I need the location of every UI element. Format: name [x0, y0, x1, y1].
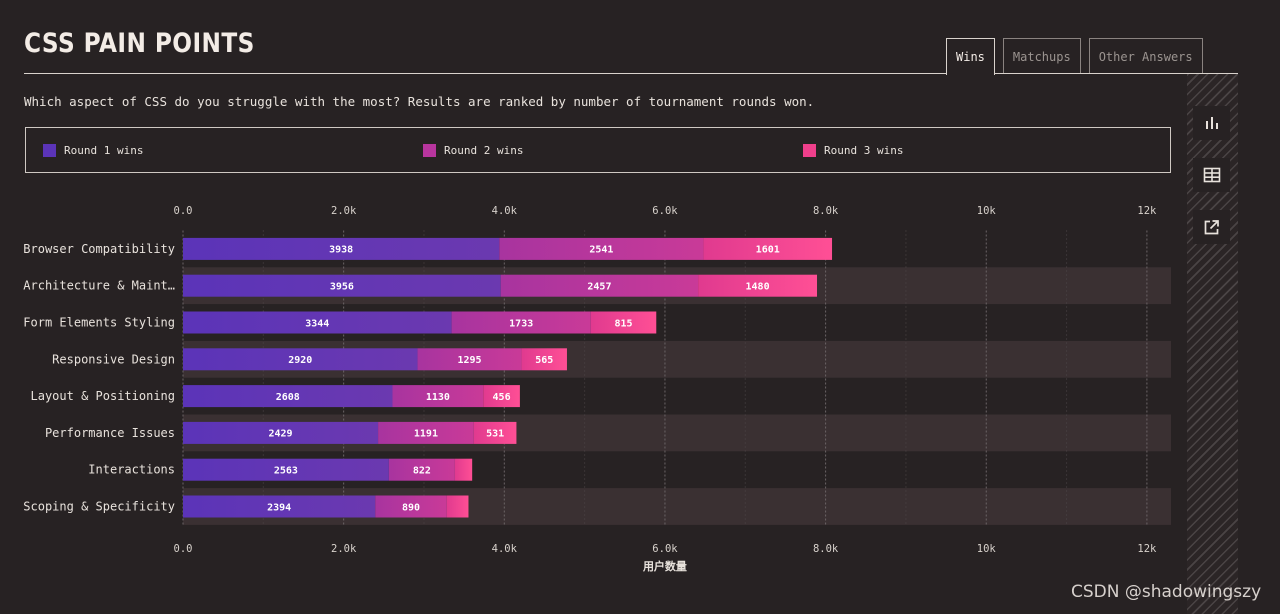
legend-swatch-round-1	[43, 144, 56, 157]
bar-value-label: 456	[493, 392, 511, 403]
category-label-performance-issues: Performance Issues	[45, 426, 175, 440]
bar-value-label: 531	[486, 429, 504, 440]
bar-value-label: 1601	[756, 245, 780, 256]
chart-view-button[interactable]	[1193, 106, 1230, 140]
bar-form-elements-styling-round-3	[590, 311, 657, 334]
watermark: CSDN @shadowingszy	[1071, 582, 1262, 602]
x-tick-label: 8.0k	[813, 205, 839, 217]
legend-item-round-3[interactable]: Round 3 wins	[803, 144, 903, 157]
table-view-button[interactable]	[1193, 158, 1230, 192]
bar-scoping-specificity-round-2	[375, 495, 447, 518]
x-tick-label: 4.0k	[492, 543, 518, 555]
bar-interactions-round-1	[183, 458, 389, 481]
header-divider	[24, 73, 1238, 74]
x-tick-label: 2.0k	[331, 205, 357, 217]
external-link-icon	[1204, 219, 1219, 234]
bar-performance-issues-round-2	[378, 421, 474, 444]
bar-browser-compatibility-round-2	[499, 237, 704, 260]
legend-label-round-1: Round 1 wins	[64, 144, 144, 157]
bar-value-label: 2563	[274, 466, 298, 477]
bar-value-label: 3344	[305, 318, 329, 329]
x-tick-label: 2.0k	[331, 543, 357, 555]
category-label-browser-compatibility: Browser Compatibility	[23, 242, 175, 256]
bar-value-label: 822	[413, 466, 431, 477]
legend-swatch-round-3	[803, 144, 816, 157]
category-label-layout-positioning: Layout & Positioning	[31, 389, 176, 403]
bar-browser-compatibility-round-1	[183, 237, 500, 260]
bar-value-label: 2608	[276, 392, 300, 403]
tab-other-answers[interactable]: Other Answers	[1088, 38, 1203, 74]
x-tick-label: 12k	[1137, 205, 1157, 217]
x-tick-label: 0.0	[174, 205, 193, 217]
bar-interactions-round-3	[454, 458, 473, 481]
x-tick-label: 10k	[977, 205, 997, 217]
bar-responsive-design-round-1	[183, 348, 418, 371]
legend-swatch-round-2	[423, 144, 436, 157]
view-tabs: Wins Matchups Other Answers	[946, 38, 1203, 75]
bar-architecture-maint-round-3	[698, 274, 818, 297]
bar-value-label: 2429	[269, 429, 293, 440]
bar-responsive-design-round-3	[521, 348, 567, 371]
x-tick-label: 0.0	[174, 543, 193, 555]
legend-label-round-2: Round 2 wins	[444, 144, 524, 157]
tab-wins[interactable]: Wins	[946, 38, 995, 75]
chart-description: Which aspect of CSS do you struggle with…	[24, 94, 815, 109]
bar-chart-icon	[1205, 117, 1218, 129]
legend-item-round-1[interactable]: Round 1 wins	[43, 144, 143, 157]
bar-value-label: 1130	[426, 392, 450, 403]
bar-interactions-round-2	[388, 458, 455, 481]
x-tick-label: 12k	[1137, 543, 1157, 555]
bar-form-elements-styling-round-1	[183, 311, 452, 334]
bar-responsive-design-round-2	[417, 348, 522, 371]
x-tick-label: 10k	[977, 543, 997, 555]
page-title: CSS PAIN POINTS	[24, 28, 255, 59]
x-tick-label: 6.0k	[652, 543, 678, 555]
bar-layout-positioning-round-3	[483, 385, 520, 408]
bar-value-label: 2920	[288, 355, 312, 366]
category-label-interactions: Interactions	[88, 463, 175, 477]
bar-form-elements-styling-round-2	[451, 311, 591, 334]
bar-architecture-maint-round-2	[500, 274, 699, 297]
legend: Round 1 wins Round 2 wins Round 3 wins	[25, 127, 1171, 173]
bar-scoping-specificity-round-1	[183, 495, 376, 518]
legend-item-round-2[interactable]: Round 2 wins	[423, 144, 523, 157]
bar-value-label: 890	[402, 502, 420, 513]
category-label-scoping-specificity: Scoping & Specificity	[23, 500, 175, 514]
bar-value-label: 3938	[329, 245, 353, 256]
bar-value-label: 1480	[746, 282, 770, 293]
bar-value-label: 1733	[509, 318, 533, 329]
legend-label-round-3: Round 3 wins	[824, 144, 904, 157]
table-icon	[1203, 167, 1220, 183]
bar-value-label: 815	[615, 318, 633, 329]
bar-scoping-specificity-round-3	[446, 495, 469, 518]
category-label-form-elements-styling: Form Elements Styling	[23, 316, 175, 330]
bar-value-label: 2457	[587, 282, 611, 293]
bar-value-label: 2394	[267, 502, 291, 513]
x-tick-label: 4.0k	[492, 205, 518, 217]
bar-value-label: 565	[535, 355, 553, 366]
bar-performance-issues-round-1	[183, 421, 379, 444]
bar-layout-positioning-round-1	[183, 385, 393, 408]
bar-value-label: 2541	[589, 245, 613, 256]
bar-browser-compatibility-round-3	[703, 237, 833, 260]
share-button[interactable]	[1193, 210, 1230, 244]
x-axis-label: 用户数量	[643, 559, 687, 573]
x-tick-label: 6.0k	[652, 205, 678, 217]
category-label-responsive-design: Responsive Design	[52, 352, 175, 366]
x-tick-label: 8.0k	[813, 543, 839, 555]
bar-architecture-maint-round-1	[183, 274, 501, 297]
bar-performance-issues-round-3	[473, 421, 517, 444]
bar-layout-positioning-round-2	[392, 385, 484, 408]
tab-matchups[interactable]: Matchups	[1002, 38, 1081, 74]
bar-value-label: 1191	[414, 429, 438, 440]
bar-value-label: 1295	[458, 355, 482, 366]
category-label-architecture-maint: Architecture & Maint…	[23, 279, 175, 293]
bar-value-label: 3956	[330, 282, 354, 293]
